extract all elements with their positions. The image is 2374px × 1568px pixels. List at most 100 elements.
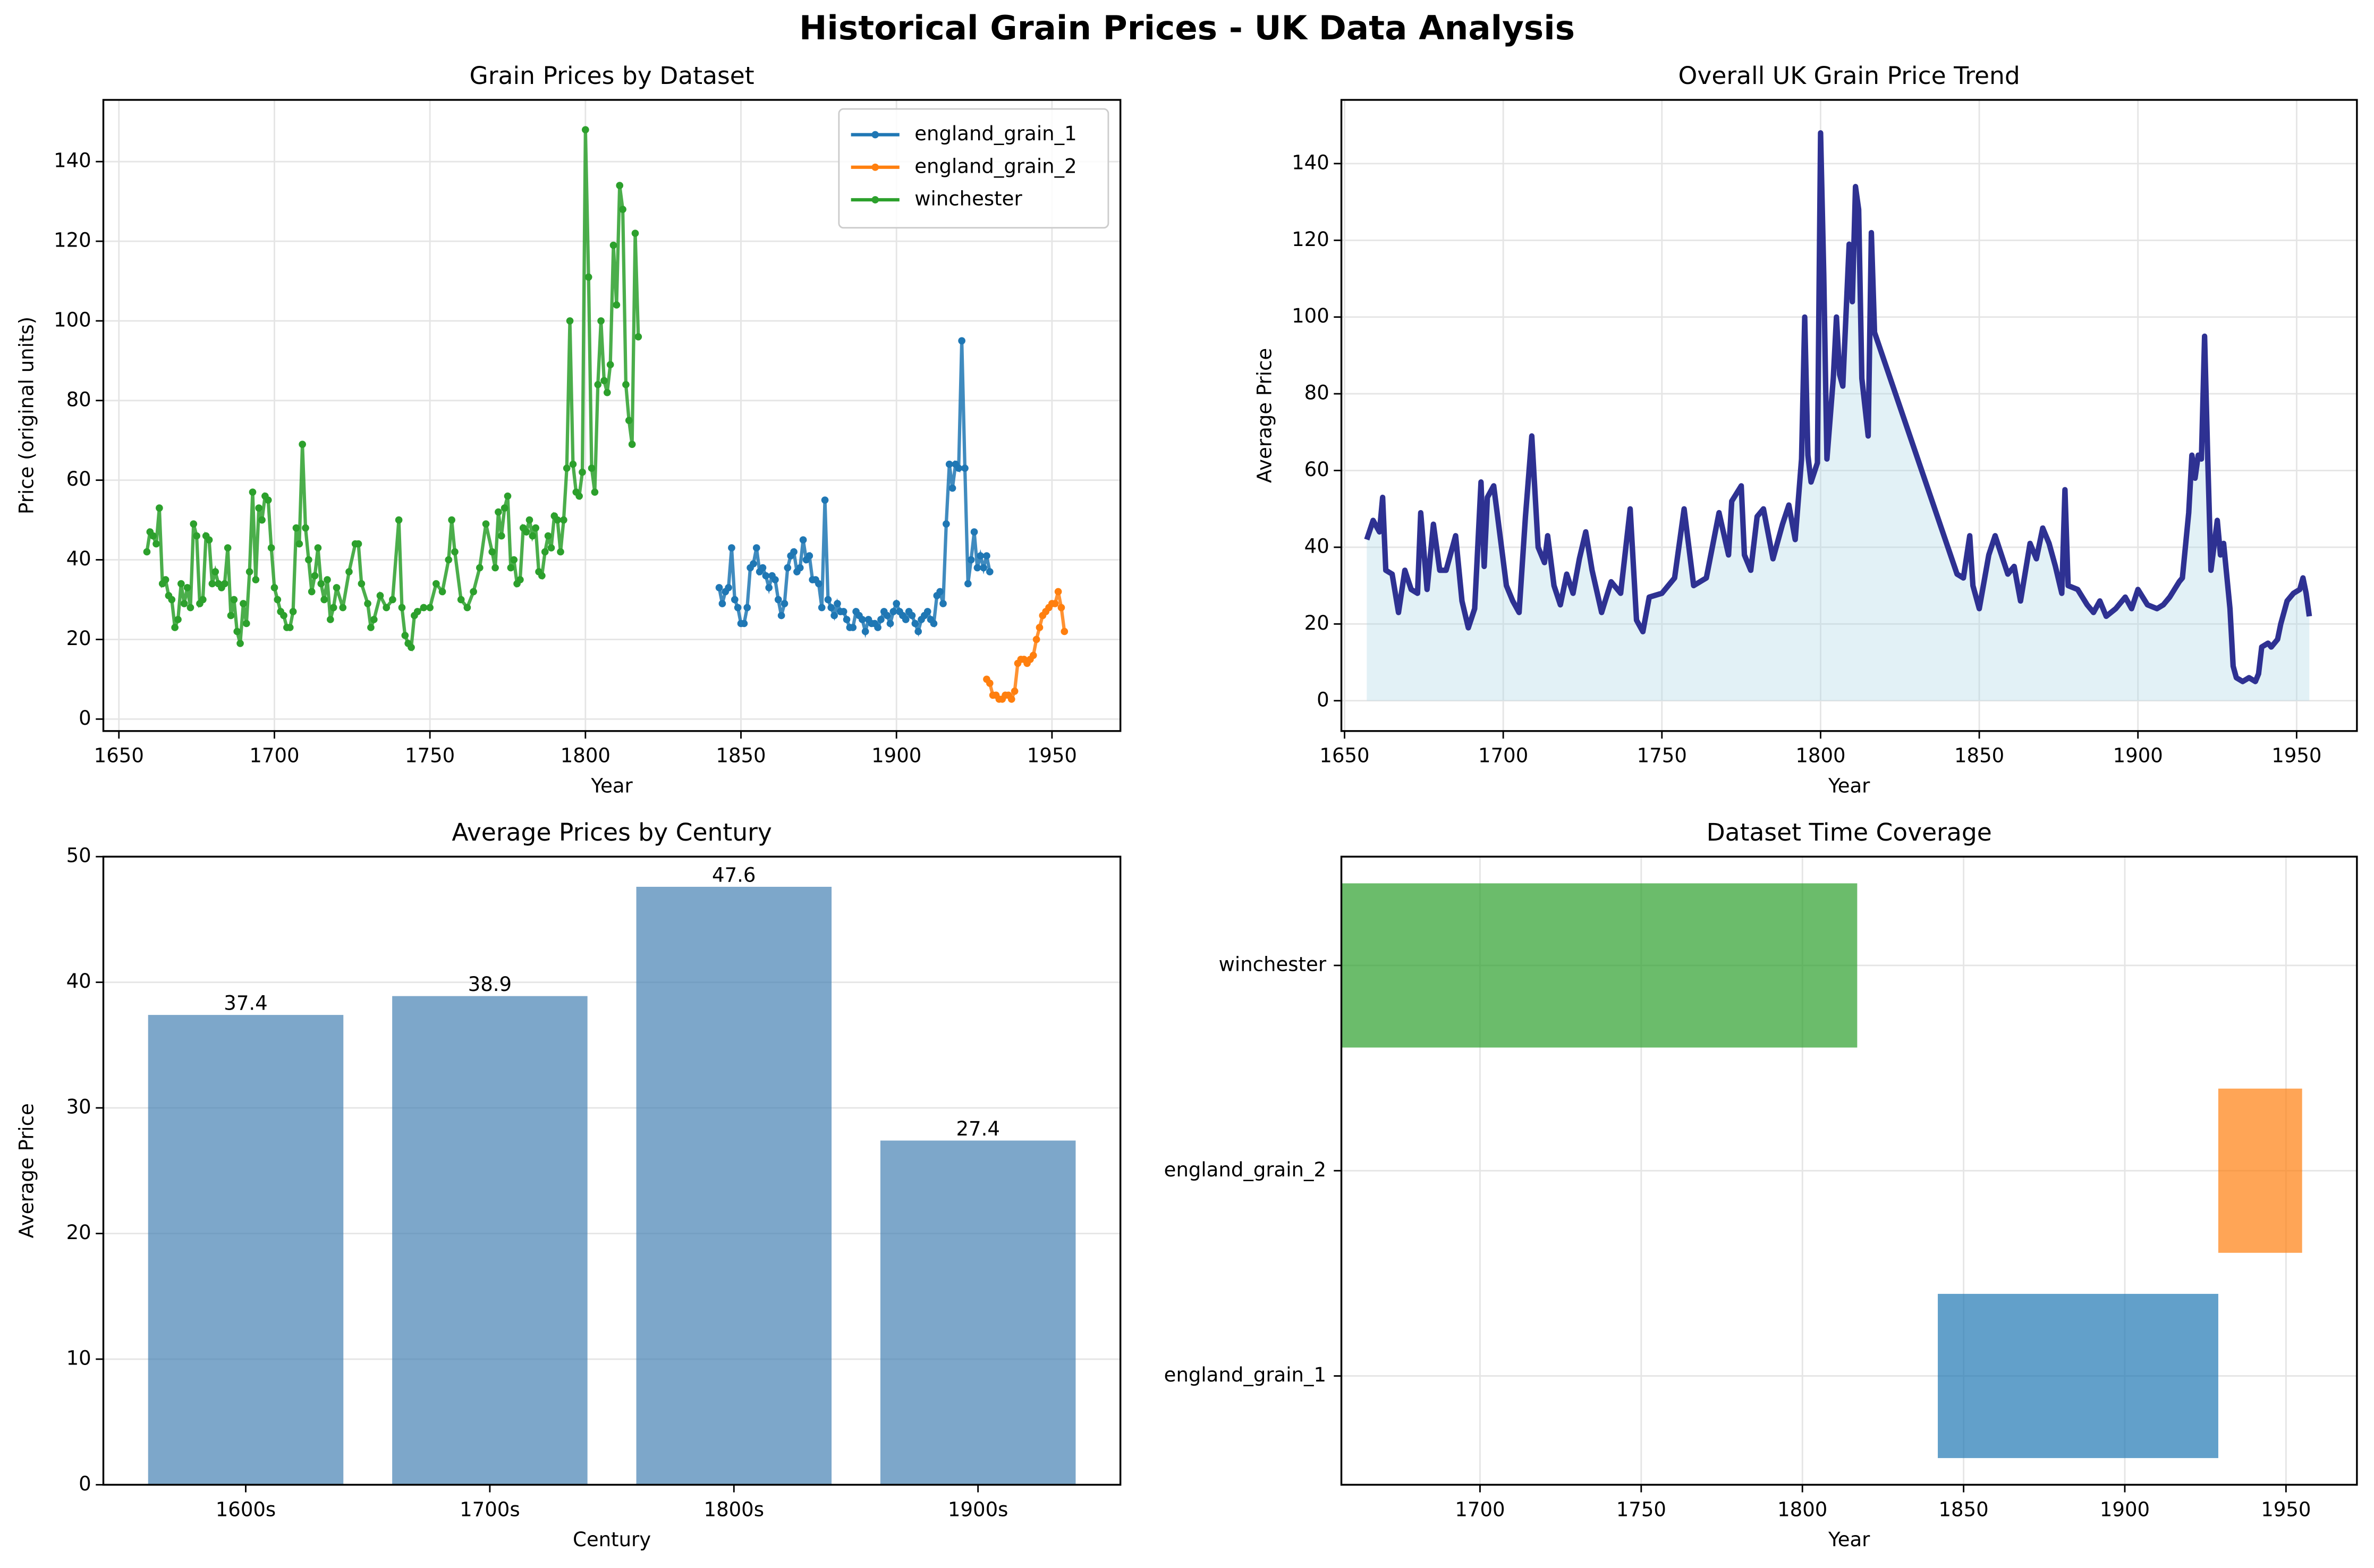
x-axis-label: Century xyxy=(573,1528,651,1551)
point xyxy=(973,564,981,572)
point xyxy=(1036,624,1044,631)
point xyxy=(242,620,250,628)
point xyxy=(1007,696,1015,703)
point xyxy=(858,616,866,623)
point xyxy=(970,528,978,536)
coverage-bar xyxy=(1938,1294,2218,1459)
axes-frame xyxy=(102,99,1122,732)
point xyxy=(398,604,406,612)
point xyxy=(258,516,266,524)
point xyxy=(609,241,617,249)
point xyxy=(834,600,841,607)
axes-frame xyxy=(1340,855,2358,1486)
point xyxy=(156,504,163,512)
x-tick-label: 1950 xyxy=(2261,1498,2311,1521)
point xyxy=(765,584,773,591)
point xyxy=(413,608,421,615)
bar xyxy=(636,886,832,1485)
x-tick-label: 1800 xyxy=(1777,1498,1827,1521)
point xyxy=(370,616,378,623)
point xyxy=(208,580,216,588)
axes-frame xyxy=(102,855,1122,1486)
point xyxy=(525,516,533,524)
point xyxy=(597,317,605,325)
bar-value-label: 47.6 xyxy=(712,864,756,887)
y-tick-label: 0 xyxy=(79,707,91,730)
point xyxy=(600,377,608,385)
point xyxy=(199,596,207,604)
point xyxy=(544,532,552,540)
point xyxy=(354,540,362,548)
point xyxy=(750,560,757,567)
y-tick-label: 40 xyxy=(1304,535,1329,557)
legend-marker xyxy=(871,163,879,171)
point xyxy=(504,492,512,500)
point xyxy=(401,632,409,639)
bar xyxy=(148,1015,344,1485)
point xyxy=(186,604,194,612)
point xyxy=(622,380,630,388)
point xyxy=(488,548,496,556)
y-tick-label: 60 xyxy=(1304,458,1329,481)
y-tick-label: 80 xyxy=(1304,382,1329,404)
point xyxy=(1054,588,1062,596)
point xyxy=(948,484,956,492)
point xyxy=(743,604,751,612)
point xyxy=(311,572,319,580)
y-tick-label: 100 xyxy=(54,308,91,331)
legend-label: winchester xyxy=(914,187,1022,210)
point xyxy=(830,612,838,620)
point xyxy=(395,516,403,524)
point xyxy=(964,580,972,588)
x-tick-label: 1700s xyxy=(460,1498,520,1521)
y-tick-label: 40 xyxy=(66,970,91,993)
point xyxy=(715,584,723,591)
point xyxy=(364,600,371,607)
y-tick-label: 30 xyxy=(66,1096,91,1118)
point xyxy=(579,468,586,476)
bar xyxy=(880,1140,1076,1485)
point xyxy=(408,643,415,651)
point xyxy=(930,620,938,628)
y-axis-label: Average Price xyxy=(15,1103,38,1238)
point xyxy=(221,580,228,588)
series-line xyxy=(717,341,991,638)
point xyxy=(1051,600,1059,607)
point xyxy=(631,230,639,237)
point xyxy=(162,576,169,583)
point xyxy=(883,612,891,620)
point xyxy=(516,576,524,583)
point xyxy=(958,337,965,345)
point xyxy=(1029,651,1037,659)
point xyxy=(522,528,530,536)
point xyxy=(752,544,760,552)
point xyxy=(541,548,549,556)
x-tick-label: 1700 xyxy=(1455,1498,1505,1521)
point xyxy=(245,568,253,575)
point xyxy=(280,612,287,620)
x-tick-label: 1750 xyxy=(1616,1498,1666,1521)
y-tick-label: 20 xyxy=(66,1221,91,1244)
point xyxy=(367,624,375,631)
point xyxy=(821,496,829,504)
point xyxy=(292,524,300,532)
point xyxy=(790,548,798,556)
point xyxy=(171,624,179,631)
point xyxy=(560,516,567,524)
x-tick-label: 1950 xyxy=(1027,744,1077,767)
point xyxy=(731,596,739,604)
x-tick-label: 1750 xyxy=(1637,744,1687,767)
point xyxy=(249,488,257,496)
point xyxy=(299,440,306,448)
point xyxy=(628,440,636,448)
coverage-bar xyxy=(2218,1088,2302,1253)
point xyxy=(183,584,191,591)
point xyxy=(470,588,477,596)
point xyxy=(193,532,200,540)
x-tick-label: 1600s xyxy=(216,1498,276,1521)
point xyxy=(728,544,735,552)
point xyxy=(224,544,232,552)
point xyxy=(324,576,331,583)
point xyxy=(961,464,969,472)
point xyxy=(584,273,592,281)
